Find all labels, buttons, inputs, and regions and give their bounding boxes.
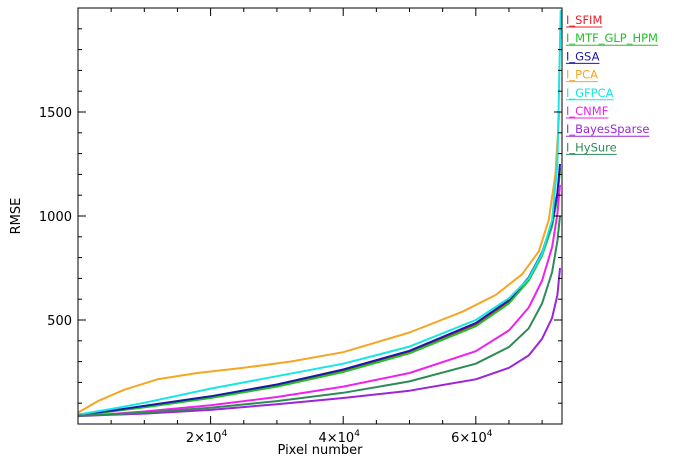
x-tick-label: 4×104 — [318, 429, 360, 446]
legend-label-6: I_BayesSparse — [566, 122, 649, 136]
series-line-1 — [77, 170, 561, 416]
series-layer — [77, 10, 562, 418]
series-line-7 — [77, 215, 561, 417]
series-line-3 — [77, 111, 561, 414]
series-line-5 — [77, 184, 561, 417]
x-axis-title: Pixel number — [278, 443, 364, 457]
series-line-4 — [77, 10, 562, 416]
x-tick-label: 2×104 — [186, 429, 228, 446]
legend-label-5: I_CNMF — [566, 104, 608, 118]
y-tick-label: 500 — [47, 314, 72, 329]
legend: I_SFIM I_MTF_GLP_HPM I_GSA I_PCA I_GFPCA I_CN… — [566, 13, 658, 155]
legend-label-1: I_MTF_GLP_HPM — [566, 31, 658, 45]
series-line-6 — [77, 267, 561, 418]
legend-label-4: I_GFPCA — [566, 86, 614, 100]
y-tick-label: 1000 — [39, 210, 72, 225]
legend-label-7: I_HySure — [566, 140, 617, 154]
legend-label-3: I_PCA — [566, 68, 598, 82]
y-tick-label: 1500 — [39, 106, 72, 121]
x-tick-label: 6×104 — [451, 429, 493, 446]
y-axis-title: RMSE — [9, 198, 24, 235]
legend-label-2: I_GSA — [566, 49, 600, 63]
tick-layer: 500 1000 1500 2×104 4×104 6×104 — [39, 8, 562, 446]
legend-label-0: I_SFIM — [566, 13, 602, 27]
plot-frame — [77, 7, 563, 425]
